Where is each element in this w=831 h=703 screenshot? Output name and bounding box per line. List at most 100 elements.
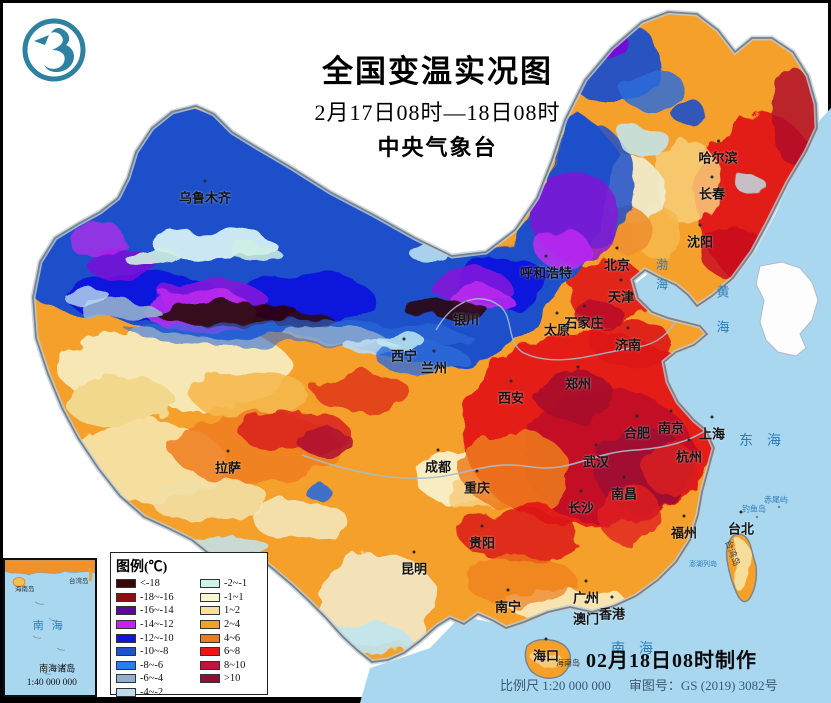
legend-swatch (200, 660, 220, 670)
inset-hainan-label: 海南岛 (15, 586, 35, 594)
legend-item: 4~6 (200, 631, 262, 645)
legend-swatch (200, 647, 220, 657)
hainan-island (524, 638, 571, 679)
legend-item: 2~4 (200, 618, 262, 632)
footer-line: 比例尺 1:20 000 000 审图号：GS (2019) 3082号 (500, 675, 778, 694)
legend-item: -12~-10 (116, 631, 200, 645)
inset-taiwan-label: 台湾岛 (69, 578, 89, 586)
city-label: 南宁 (495, 597, 521, 616)
legend-swatch (116, 620, 136, 630)
china-outline (30, 9, 820, 679)
legend-range-label: 2~4 (224, 619, 241, 631)
city-label: 海口 (533, 646, 559, 665)
city-label: 西安 (498, 388, 524, 407)
legend-title: 图例(℃) (116, 560, 168, 575)
sea-label: 钓鱼岛 (742, 504, 766, 514)
map-scale-text: 比例尺 1:20 000 000 (500, 678, 611, 693)
legend-swatch (116, 674, 136, 684)
issue-time-stamp: 02月18日08时制作 (586, 650, 757, 672)
legend-range-label: -8~-6 (140, 659, 164, 671)
city-label: 合肥 (624, 423, 650, 442)
city-label: 济南 (615, 335, 641, 354)
legend-item: -10~-8 (116, 645, 200, 659)
korea-peninsula (755, 261, 819, 357)
legend-swatch (200, 606, 220, 616)
city-label: 台北 (728, 519, 754, 538)
legend-range-label: -10~-8 (140, 646, 169, 658)
sea-label: 黄海 (714, 285, 730, 355)
city-label: 杭州 (676, 447, 702, 466)
taiwan-island (725, 533, 758, 603)
legend-range-label: -6~-4 (140, 673, 164, 685)
sea-label: 南 海 (611, 642, 653, 657)
city-label: 香港 (599, 604, 625, 623)
city-label: 重庆 (464, 478, 490, 497)
legend-range-label: -2~-1 (224, 578, 248, 590)
inset-hainan (12, 577, 26, 587)
legend-swatch (200, 633, 220, 643)
sea-label: 海南岛 (556, 658, 580, 668)
legend-swatch (116, 633, 136, 643)
sea-label: 渤海 (654, 258, 669, 298)
legend-item: -4~-2 (116, 686, 200, 700)
sea (360, 108, 831, 703)
city-label: 广州 (573, 588, 599, 607)
title-agency: 中央气象台 (377, 135, 498, 160)
legend-item: 8~10 (200, 659, 262, 673)
south-china-sea-inset: 南海 南海诸岛 1:40 000 000 海南岛 台湾岛 (3, 558, 97, 697)
city-label: 哈尔滨 (698, 148, 737, 167)
city-label: 兰州 (421, 358, 447, 377)
legend-range-label: -18~-16 (140, 591, 174, 603)
diaoyu-islet-mark (755, 515, 759, 519)
legend-item: >10 (200, 672, 262, 686)
inset-scale: 1:40 000 000 (26, 677, 77, 688)
city-label: 北京 (604, 255, 630, 274)
inset-map-graphic (5, 560, 95, 675)
legend-item: 1~2 (200, 604, 262, 618)
legend-box: 图例(℃) <-18 -18~-16 -16~-14 -14~-12 -12~-10 -1… (110, 552, 268, 698)
city-label: 武汉 (583, 452, 609, 471)
legend-swatch (200, 674, 220, 684)
legend-swatch (200, 620, 220, 630)
legend-range-label: 8~10 (224, 659, 246, 671)
legend-range-label: -16~-14 (140, 605, 174, 617)
map-approval-text: 审图号：GS (2019) 3082号 (628, 678, 778, 693)
legend-range-label: -12~-10 (140, 632, 174, 644)
logo-beak (34, 35, 49, 45)
legend-swatch (200, 592, 220, 602)
legend-swatch (116, 688, 136, 698)
inset-sea-label: 南海 (32, 619, 71, 632)
legend-item: 6~8 (200, 645, 262, 659)
legend-swatch (116, 579, 136, 589)
legend-item: <-18 (116, 577, 200, 591)
city-label: 澳门 (573, 609, 599, 628)
legend-range-label: -4~-2 (140, 687, 164, 699)
legend-swatch (200, 579, 220, 589)
city-label: 呼和浩特 (520, 263, 572, 282)
legend-range-label: 4~6 (224, 632, 241, 644)
city-label: 石家庄 (564, 313, 603, 332)
sea-label: 东 海 (739, 434, 781, 449)
city-label: 拉萨 (215, 458, 241, 477)
legend-item: -14~-12 (116, 618, 200, 632)
city-label: 沈阳 (687, 232, 713, 251)
chiwei-islet-mark (777, 505, 781, 509)
legend-item: -1~1 (200, 591, 262, 605)
legend-range-label: >10 (224, 673, 241, 685)
city-label: 南昌 (611, 484, 637, 503)
city-label: 长沙 (568, 498, 594, 517)
city-label: 上海 (699, 424, 725, 443)
city-label: 南京 (658, 418, 684, 437)
logo-dragon-icon (44, 28, 75, 73)
legend-range-label: 1~2 (224, 605, 241, 617)
city-label: 太原 (544, 320, 570, 339)
city-label: 长春 (699, 184, 725, 203)
warm-anomaly-patches (57, 70, 817, 668)
legend-swatch (116, 592, 136, 602)
cma-logo (22, 18, 86, 82)
legend-range-label: <-18 (140, 578, 160, 590)
title-period: 2月17日08时—18日08时 (314, 100, 561, 125)
legend-item: -6~-4 (116, 672, 200, 686)
legend-range-label: -14~-12 (140, 619, 174, 631)
